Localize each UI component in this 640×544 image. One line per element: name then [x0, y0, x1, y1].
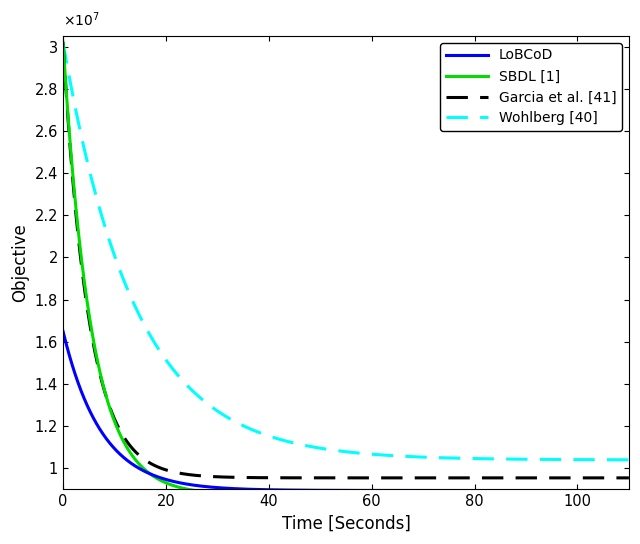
LoBCoD [276, 487, 284, 493]
Line: SBDL [1]: SBDL [1] [63, 42, 629, 494]
Wohlberg [40] [124, 286, 131, 293]
Garcia et al. [41] [59, 39, 67, 46]
SBDL [1] [625, 491, 633, 498]
Line: Wohlberg [40]: Wohlberg [40] [63, 42, 629, 460]
LoBCoD [625, 487, 633, 494]
LoBCoD [124, 458, 131, 464]
SBDL [1] [614, 491, 621, 498]
LoBCoD [614, 487, 621, 494]
SBDL [1] [59, 39, 67, 46]
Garcia et al. [41] [157, 465, 165, 472]
Garcia et al. [41] [276, 474, 284, 481]
Wohlberg [40] [301, 442, 308, 449]
LoBCoD [157, 475, 165, 481]
Wohlberg [40] [614, 456, 621, 463]
Wohlberg [40] [59, 39, 67, 46]
LoBCoD [553, 487, 561, 494]
Garcia et al. [41] [553, 474, 561, 481]
X-axis label: Time [Seconds]: Time [Seconds] [282, 515, 410, 533]
Garcia et al. [41] [625, 474, 633, 481]
LoBCoD [59, 328, 67, 335]
Garcia et al. [41] [124, 439, 131, 446]
SBDL [1] [276, 491, 284, 498]
LoBCoD [301, 487, 308, 493]
Wohlberg [40] [276, 436, 284, 443]
Wohlberg [40] [553, 456, 561, 463]
SBDL [1] [157, 478, 165, 484]
Wohlberg [40] [625, 456, 633, 463]
Line: LoBCoD: LoBCoD [63, 331, 629, 491]
Y-axis label: Objective: Objective [11, 224, 29, 302]
Wohlberg [40] [157, 350, 165, 356]
Garcia et al. [41] [301, 474, 308, 481]
SBDL [1] [553, 491, 561, 498]
Line: Garcia et al. [41]: Garcia et al. [41] [63, 42, 629, 478]
Garcia et al. [41] [614, 474, 621, 481]
Text: $\times10^7$: $\times10^7$ [63, 10, 100, 29]
SBDL [1] [301, 491, 308, 498]
SBDL [1] [124, 445, 131, 452]
Legend: LoBCoD, SBDL [1], Garcia et al. [41], Wohlberg [40]: LoBCoD, SBDL [1], Garcia et al. [41], Wo… [440, 43, 622, 131]
